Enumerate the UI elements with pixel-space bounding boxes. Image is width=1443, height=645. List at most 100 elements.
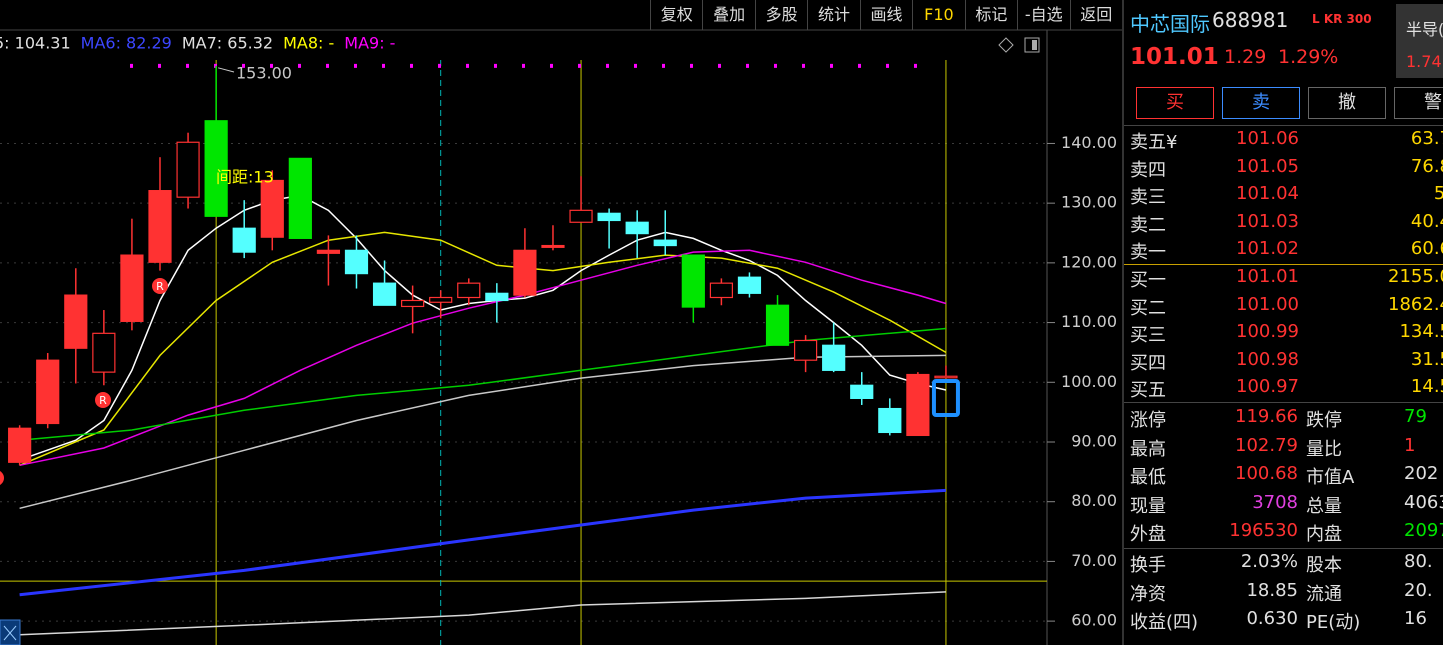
candle-body xyxy=(541,244,565,248)
toolbar: 复权 叠加 多股 统计 画线 F10 标记 -自选 返回 xyxy=(650,0,1122,30)
toolbar-button[interactable]: 统计 xyxy=(807,0,859,30)
toolbar-button[interactable]: 叠加 xyxy=(702,0,754,30)
toolbar-button[interactable]: 画线 xyxy=(859,0,912,30)
ma-line xyxy=(19,354,946,510)
stat-value: 20. xyxy=(1404,579,1433,601)
candle-body xyxy=(681,254,705,308)
book-volume: 5. xyxy=(1434,183,1443,204)
y-tick-label: 110.00 xyxy=(1061,312,1117,331)
annotation: 153.00 xyxy=(236,64,292,83)
book-volume: 31.5 xyxy=(1410,348,1443,370)
stat-value: 4063 xyxy=(1404,491,1443,513)
book-volume: 134.5 xyxy=(1399,321,1443,343)
stat-label: 跌停 xyxy=(1306,410,1342,431)
ma-legend-item: MA7: 65.32 xyxy=(182,34,273,53)
candle-body xyxy=(120,254,144,322)
book-volume: 1862.4 xyxy=(1388,293,1443,315)
book-price: 101.04 xyxy=(1236,183,1299,205)
ma-line xyxy=(19,591,946,636)
book-price: 100.98 xyxy=(1236,348,1299,370)
y-tick-label: 80.00 xyxy=(1071,491,1117,510)
trade-button[interactable]: 卖 xyxy=(1222,87,1300,119)
toolbar-button[interactable]: 多股 xyxy=(754,0,807,30)
candle-body xyxy=(569,209,593,223)
book-volume: 76.8 xyxy=(1410,155,1443,177)
candle-body xyxy=(344,249,369,275)
candle-body xyxy=(232,227,256,253)
book-label: 卖四 xyxy=(1130,159,1166,181)
signal-marker-label: R xyxy=(99,394,107,407)
stat-value: 1 xyxy=(1404,434,1416,456)
trade-button[interactable]: 撤 xyxy=(1308,87,1386,119)
sector: 半导( xyxy=(1406,20,1443,39)
annotation-arrow xyxy=(218,67,235,73)
stock-name: 中芯国际 xyxy=(1130,12,1210,36)
ma-legend-item: MA9: - xyxy=(344,34,395,53)
stat-label: 外盘 xyxy=(1130,524,1166,546)
candle-body xyxy=(485,292,509,302)
stat-value: 2.03% xyxy=(1240,551,1298,572)
stat-label: 涨停 xyxy=(1130,410,1166,431)
toolbar-button[interactable]: 标记 xyxy=(964,0,1017,30)
toolbar-button[interactable]: 返回 xyxy=(1069,0,1122,30)
trade-button[interactable]: 警 xyxy=(1394,87,1443,119)
stat-label: 现量 xyxy=(1130,495,1166,517)
separator xyxy=(1124,402,1443,403)
signal-marker xyxy=(152,278,168,294)
stat-label: 换手 xyxy=(1130,555,1166,576)
badge: L KR 300 xyxy=(1312,12,1372,26)
stat-value: 0.630 xyxy=(1246,608,1298,630)
stat-label: 总量 xyxy=(1306,495,1342,517)
stat-value: 18.85 xyxy=(1246,579,1298,601)
candle-body xyxy=(372,282,397,306)
stock-code: 688981 xyxy=(1212,8,1289,32)
book-label: 买一 xyxy=(1130,270,1166,291)
stat-value: 2097 xyxy=(1404,520,1443,542)
stat-label: 净资 xyxy=(1130,583,1166,605)
trade-button[interactable]: 买 xyxy=(1136,87,1214,119)
candle-body xyxy=(8,427,32,463)
book-price: 100.97 xyxy=(1236,376,1299,398)
stat-label: 收益(四) xyxy=(1130,612,1199,634)
signal-marker-label: R xyxy=(156,280,164,293)
price: 101.01 xyxy=(1130,44,1219,70)
candle-body xyxy=(934,375,958,379)
candle-body xyxy=(906,373,930,437)
y-tick-label: 90.00 xyxy=(1071,431,1117,450)
separator xyxy=(1124,264,1443,265)
toolbar-button[interactable]: F10 xyxy=(912,0,964,30)
stat-value: 79 xyxy=(1404,406,1427,427)
stat-label: 股本 xyxy=(1306,555,1342,576)
candle-body xyxy=(513,249,537,296)
selection-box xyxy=(931,379,960,417)
ma-legend-item: MA6: 82.29 xyxy=(81,34,172,53)
book-label: 卖二 xyxy=(1130,214,1166,236)
candle-body xyxy=(401,299,425,308)
candle-body xyxy=(64,294,88,349)
stat-label: 内盘 xyxy=(1306,524,1342,546)
candle-body xyxy=(822,344,846,371)
book-price: 101.05 xyxy=(1236,155,1299,177)
candle-body xyxy=(92,332,116,373)
book-label: 买二 xyxy=(1130,297,1166,319)
stat-value: 16 xyxy=(1404,608,1427,630)
candle-body xyxy=(204,120,228,217)
candle-body xyxy=(653,239,677,247)
book-label: 卖五¥ xyxy=(1130,132,1178,153)
candle-body xyxy=(36,359,60,425)
signal-marker xyxy=(95,392,111,408)
corner-button-icon xyxy=(3,625,17,641)
book-label: 卖三 xyxy=(1130,187,1166,209)
book-price: 101.01 xyxy=(1236,266,1299,287)
stat-value: 119.66 xyxy=(1235,406,1298,427)
toolbar-button[interactable]: 复权 xyxy=(650,0,702,30)
candle-body xyxy=(737,276,762,294)
y-tick-label: 120.00 xyxy=(1061,252,1117,271)
signal-marker xyxy=(0,471,4,485)
separator xyxy=(1124,125,1443,126)
toolbar-button[interactable]: -自选 xyxy=(1017,0,1069,30)
stat-value: 3708 xyxy=(1252,491,1298,513)
book-label: 买四 xyxy=(1130,352,1166,374)
stat-value: 102.79 xyxy=(1235,434,1298,456)
candle-body xyxy=(878,407,902,434)
